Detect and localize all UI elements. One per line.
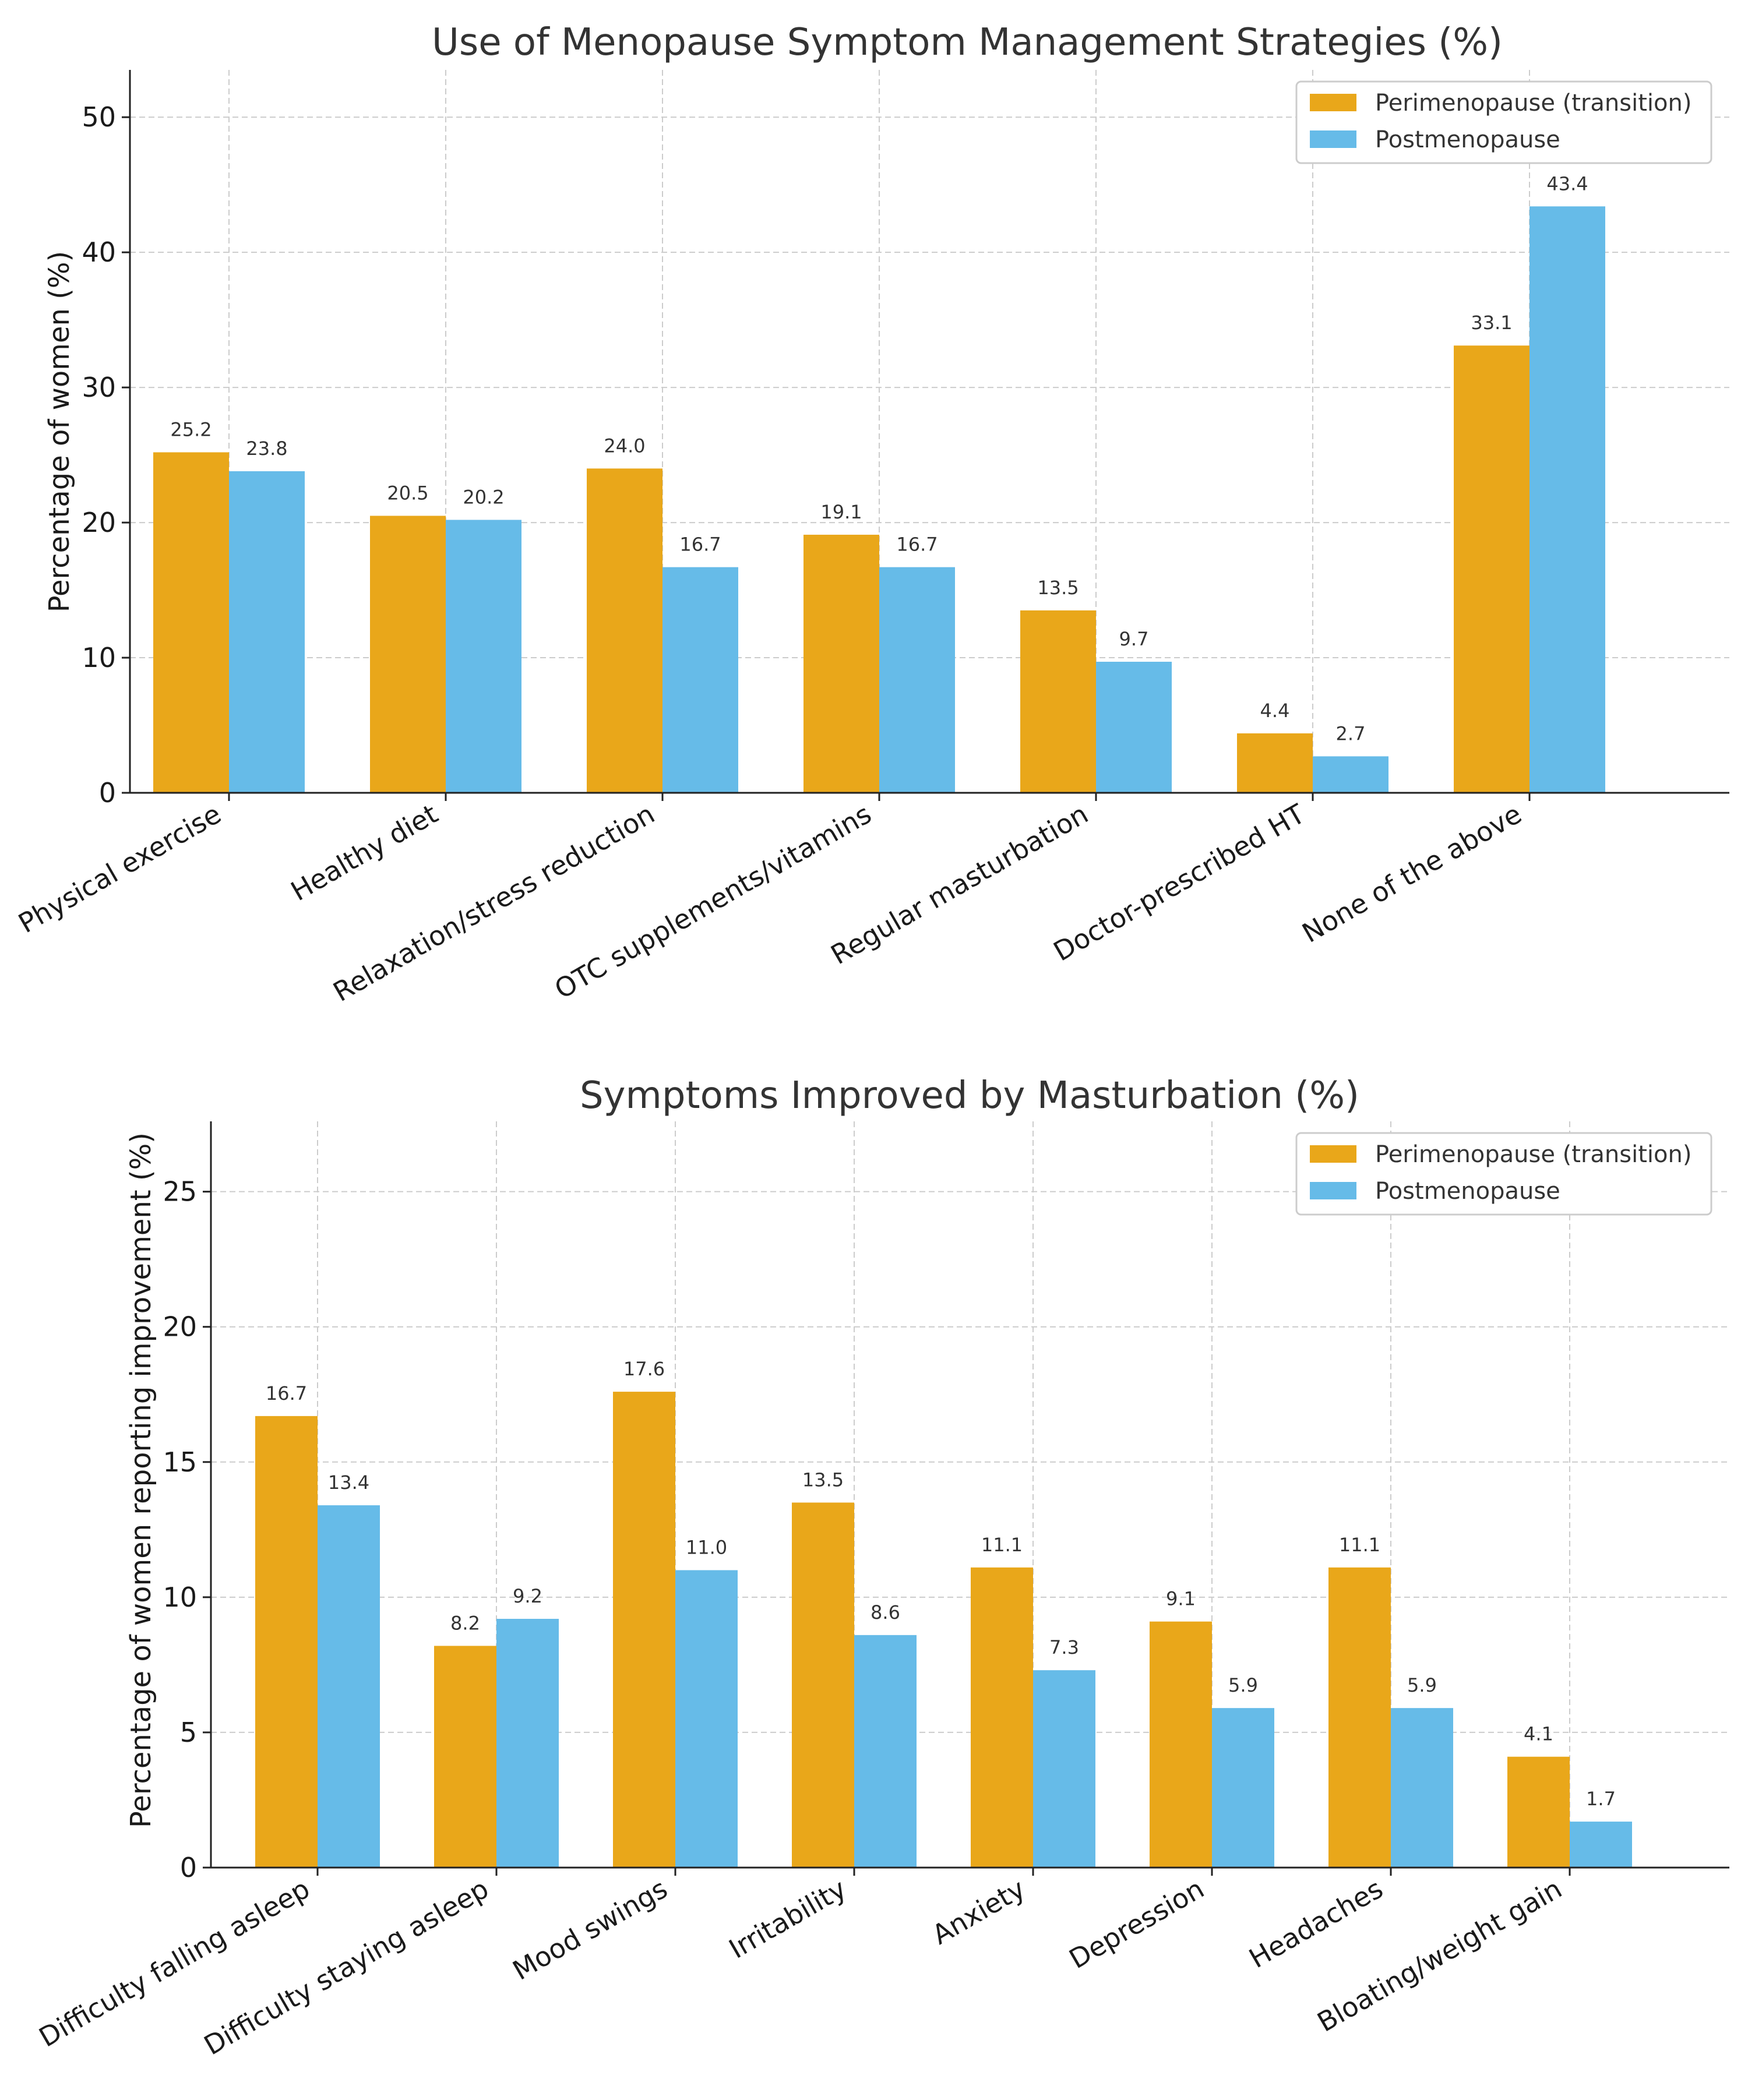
bar-perimenopause-difficulty-falling-asleep[interactable]	[255, 1416, 318, 1868]
bar-perimenopause-otc-supplements-vitamins[interactable]	[803, 534, 879, 793]
value-label-postmenopause-regular-masturbation: 9.7	[1119, 628, 1149, 650]
y-tick-label: 25	[163, 1176, 197, 1208]
bar-postmenopause-anxiety[interactable]	[1033, 1670, 1095, 1868]
bar-postmenopause-depression[interactable]	[1212, 1708, 1274, 1868]
y-tick-label: 20	[163, 1311, 197, 1343]
value-label-postmenopause-none-of-the-above: 43.4	[1546, 172, 1588, 195]
y-tick-label: 30	[82, 372, 116, 403]
bar-perimenopause-doctor-prescribed-ht[interactable]	[1237, 733, 1313, 793]
legend-swatch-postmenopause	[1310, 130, 1356, 148]
value-label-postmenopause-otc-supplements-vitamins: 16.7	[896, 534, 938, 556]
bar-perimenopause-physical-exercise[interactable]	[153, 452, 229, 793]
value-label-postmenopause-mood-swings: 11.0	[686, 1536, 727, 1558]
bars	[255, 1392, 1632, 1868]
value-label-perimenopause-physical-exercise: 25.2	[170, 418, 212, 440]
bars	[153, 206, 1605, 793]
y-axis-label: Percentage of women (%)	[43, 251, 76, 612]
value-labels: 25.2 23.8 20.5 20.2 24.0 16.7 19.1 16.7 13.5 9.7 4…	[170, 172, 1588, 744]
bar-perimenopause-headaches[interactable]	[1328, 1567, 1391, 1868]
value-label-perimenopause-regular-masturbation: 13.5	[1037, 577, 1079, 599]
bar-postmenopause-regular-masturbation[interactable]	[1096, 661, 1172, 793]
chart-title: Use of Menopause Symptom Management Stra…	[432, 21, 1503, 64]
y-tick-label: 50	[82, 101, 116, 133]
axes	[122, 70, 1729, 801]
bar-postmenopause-physical-exercise[interactable]	[229, 471, 305, 793]
bar-perimenopause-bloating-weight-gain[interactable]	[1507, 1756, 1570, 1868]
y-tick-labels: 0 5 10 15 20 25	[163, 1176, 197, 1883]
value-label-perimenopause-otc-supplements-vitamins: 19.1	[820, 501, 862, 523]
y-tick-labels: 0 10 20 30 40 50	[82, 101, 116, 809]
bar-postmenopause-doctor-prescribed-ht[interactable]	[1313, 756, 1388, 793]
value-label-perimenopause-healthy-diet: 20.5	[387, 482, 428, 504]
value-label-perimenopause-anxiety: 11.1	[981, 1534, 1023, 1556]
value-label-perimenopause-depression: 9.1	[1166, 1588, 1196, 1610]
y-tick-label: 0	[180, 1852, 197, 1883]
legend-swatch-perimenopause	[1310, 1145, 1356, 1163]
legend-label-postmenopause: Postmenopause	[1375, 126, 1560, 153]
y-tick-label: 40	[82, 237, 116, 268]
value-label-postmenopause-irritability: 8.6	[871, 1601, 900, 1623]
value-label-perimenopause-bloating-weight-gain: 4.1	[1524, 1723, 1553, 1745]
value-label-postmenopause-depression: 5.9	[1228, 1674, 1258, 1696]
value-label-postmenopause-headaches: 5.9	[1407, 1674, 1437, 1696]
bar-postmenopause-irritability[interactable]	[854, 1635, 917, 1868]
value-label-perimenopause-doctor-prescribed-ht: 4.4	[1260, 700, 1290, 722]
bar-postmenopause-mood-swings[interactable]	[675, 1570, 738, 1868]
bar-perimenopause-irritability[interactable]	[792, 1502, 854, 1868]
bar-postmenopause-healthy-diet[interactable]	[446, 520, 521, 793]
legend-label-perimenopause: Perimenopause (transition)	[1375, 1141, 1691, 1168]
y-axis-label: Percentage of women reporting improvemen…	[125, 1132, 157, 1828]
value-label-perimenopause-difficulty-falling-asleep: 16.7	[266, 1382, 307, 1404]
bar-perimenopause-relaxation-stress-reduction[interactable]	[587, 468, 662, 793]
bar-postmenopause-difficulty-staying-asleep[interactable]	[496, 1619, 559, 1868]
y-tick-label: 20	[82, 507, 116, 538]
bar-postmenopause-headaches[interactable]	[1391, 1708, 1453, 1868]
legend-swatch-postmenopause	[1310, 1182, 1356, 1199]
value-label-postmenopause-doctor-prescribed-ht: 2.7	[1336, 722, 1366, 744]
axes	[203, 1121, 1729, 1876]
bar-perimenopause-difficulty-staying-asleep[interactable]	[434, 1646, 496, 1868]
legend[interactable]: Perimenopause (transition) Postmenopause	[1295, 1132, 1712, 1216]
chart-title: Symptoms Improved by Masturbation (%)	[580, 1074, 1359, 1117]
bar-postmenopause-bloating-weight-gain[interactable]	[1570, 1822, 1632, 1868]
bar-perimenopause-mood-swings[interactable]	[613, 1392, 675, 1868]
value-label-postmenopause-bloating-weight-gain: 1.7	[1586, 1788, 1616, 1810]
value-label-postmenopause-difficulty-falling-asleep: 13.4	[328, 1471, 369, 1494]
value-labels: 16.7 13.4 8.2 9.2 17.6 11.0 13.5 8.6 11.1 7.3 9.1 5…	[266, 1358, 1616, 1810]
y-tick-label: 10	[163, 1582, 197, 1613]
value-label-postmenopause-anxiety: 7.3	[1049, 1636, 1079, 1658]
value-label-perimenopause-mood-swings: 17.6	[623, 1358, 665, 1380]
bar-postmenopause-none-of-the-above[interactable]	[1530, 206, 1605, 793]
bar-postmenopause-relaxation-stress-reduction[interactable]	[662, 567, 738, 793]
y-tick-label: 0	[99, 777, 116, 809]
value-label-perimenopause-relaxation-stress-reduction: 24.0	[604, 435, 645, 457]
legend-label-perimenopause: Perimenopause (transition)	[1375, 90, 1691, 117]
y-tick-label: 15	[163, 1446, 197, 1478]
legend-swatch-perimenopause	[1310, 94, 1356, 111]
bar-postmenopause-otc-supplements-vitamins[interactable]	[879, 567, 955, 793]
bar-perimenopause-none-of-the-above[interactable]	[1454, 345, 1530, 793]
y-tick-label: 5	[180, 1717, 197, 1748]
legend[interactable]: Perimenopause (transition) Postmenopause	[1295, 80, 1712, 164]
value-label-perimenopause-headaches: 11.1	[1339, 1534, 1380, 1556]
value-label-postmenopause-relaxation-stress-reduction: 16.7	[679, 534, 721, 556]
y-tick-label: 10	[82, 642, 116, 673]
value-label-perimenopause-difficulty-staying-asleep: 8.2	[450, 1612, 480, 1634]
bar-postmenopause-difficulty-falling-asleep[interactable]	[318, 1505, 380, 1868]
bar-perimenopause-depression[interactable]	[1150, 1621, 1212, 1868]
value-label-postmenopause-difficulty-staying-asleep: 9.2	[513, 1585, 542, 1607]
value-label-perimenopause-none-of-the-above: 33.1	[1471, 312, 1512, 334]
bar-perimenopause-regular-masturbation[interactable]	[1020, 610, 1096, 793]
value-label-postmenopause-healthy-diet: 20.2	[463, 486, 504, 508]
value-label-perimenopause-irritability: 13.5	[802, 1469, 844, 1491]
bar-perimenopause-anxiety[interactable]	[971, 1567, 1033, 1868]
value-label-postmenopause-physical-exercise: 23.8	[246, 437, 287, 460]
legend-label-postmenopause: Postmenopause	[1375, 1178, 1560, 1205]
bar-perimenopause-healthy-diet[interactable]	[370, 516, 446, 793]
